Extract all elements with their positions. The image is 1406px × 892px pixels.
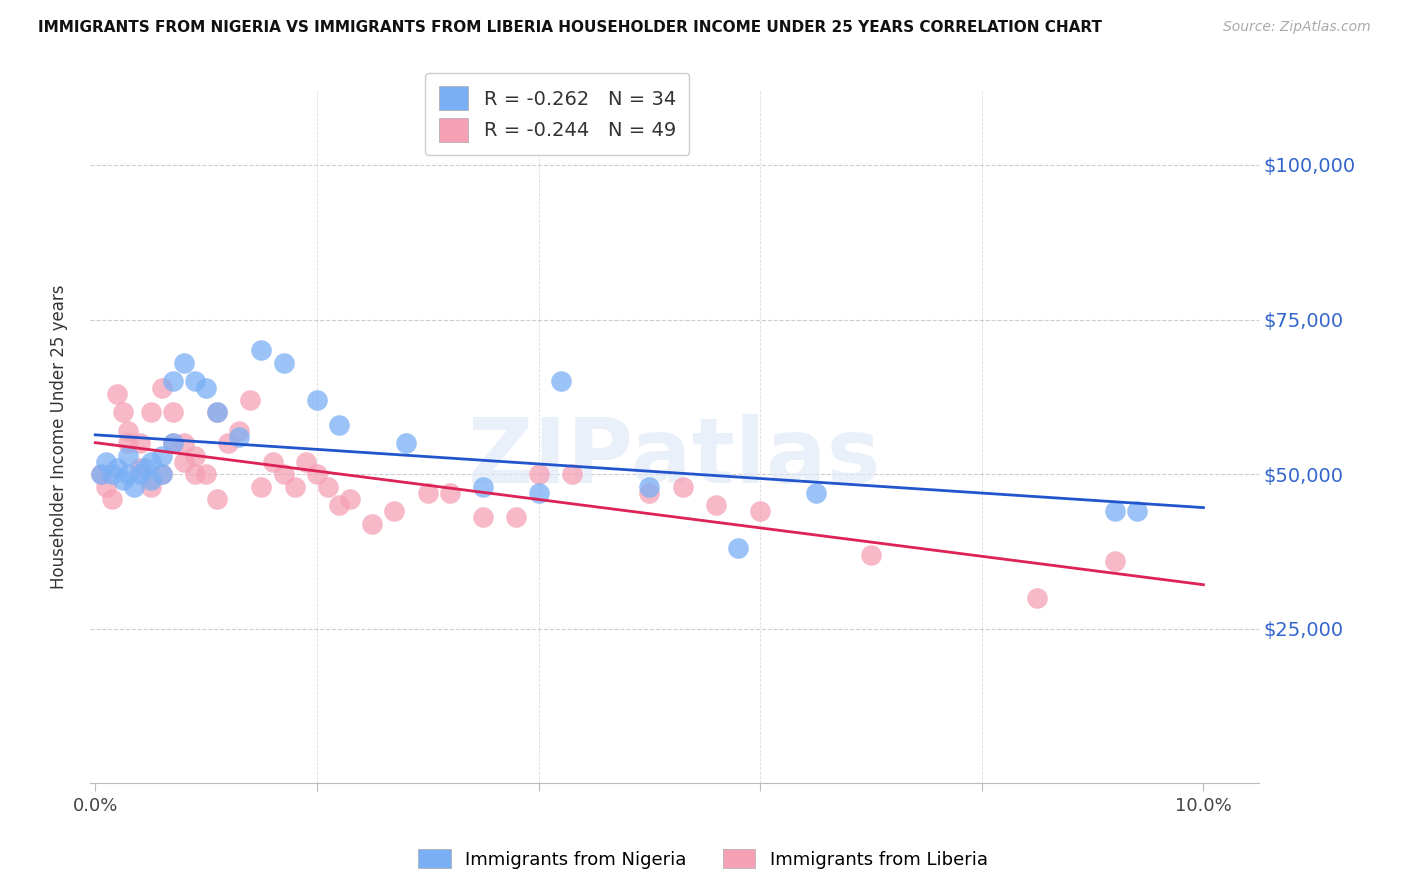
Point bbox=[527, 485, 550, 500]
Point bbox=[184, 375, 207, 389]
Point bbox=[139, 479, 162, 493]
Point bbox=[239, 392, 262, 407]
Point bbox=[105, 386, 128, 401]
Point bbox=[162, 405, 184, 419]
Point bbox=[638, 479, 661, 493]
Point bbox=[550, 375, 572, 389]
Point bbox=[305, 467, 328, 482]
Point bbox=[162, 436, 184, 450]
Point bbox=[205, 491, 228, 506]
Point bbox=[361, 516, 384, 531]
Legend: Immigrants from Nigeria, Immigrants from Liberia: Immigrants from Nigeria, Immigrants from… bbox=[411, 841, 995, 876]
Point bbox=[111, 473, 134, 487]
Text: Source: ZipAtlas.com: Source: ZipAtlas.com bbox=[1223, 20, 1371, 34]
Point bbox=[316, 479, 339, 493]
Point bbox=[328, 498, 350, 512]
Point bbox=[117, 449, 139, 463]
Point bbox=[749, 504, 772, 518]
Point bbox=[505, 510, 527, 524]
Point bbox=[1104, 504, 1126, 518]
Point bbox=[173, 356, 195, 370]
Point bbox=[128, 461, 150, 475]
Point bbox=[228, 424, 250, 438]
Point bbox=[184, 467, 207, 482]
Point bbox=[101, 467, 124, 482]
Point bbox=[273, 356, 295, 370]
Point bbox=[638, 485, 661, 500]
Point bbox=[184, 449, 207, 463]
Point bbox=[859, 548, 882, 562]
Text: ZIPatlas: ZIPatlas bbox=[468, 414, 880, 502]
Point bbox=[162, 436, 184, 450]
Point bbox=[217, 436, 239, 450]
Point bbox=[704, 498, 727, 512]
Point bbox=[111, 405, 134, 419]
Point bbox=[101, 491, 124, 506]
Text: IMMIGRANTS FROM NIGERIA VS IMMIGRANTS FROM LIBERIA HOUSEHOLDER INCOME UNDER 25 Y: IMMIGRANTS FROM NIGERIA VS IMMIGRANTS FR… bbox=[38, 20, 1102, 35]
Point bbox=[122, 479, 145, 493]
Point bbox=[472, 479, 495, 493]
Point bbox=[90, 467, 112, 482]
Point bbox=[1104, 554, 1126, 568]
Point bbox=[228, 430, 250, 444]
Point bbox=[173, 455, 195, 469]
Point bbox=[284, 479, 307, 493]
Point bbox=[250, 479, 273, 493]
Point bbox=[90, 467, 112, 482]
Point bbox=[804, 485, 827, 500]
Point bbox=[250, 343, 273, 358]
Y-axis label: Householder Income Under 25 years: Householder Income Under 25 years bbox=[51, 285, 67, 590]
Point bbox=[328, 417, 350, 432]
Point bbox=[273, 467, 295, 482]
Point bbox=[128, 436, 150, 450]
Point bbox=[195, 467, 218, 482]
Point bbox=[139, 405, 162, 419]
Point bbox=[150, 467, 173, 482]
Point bbox=[173, 436, 195, 450]
Point bbox=[561, 467, 583, 482]
Legend: R = -0.262   N = 34, R = -0.244   N = 49: R = -0.262 N = 34, R = -0.244 N = 49 bbox=[425, 73, 689, 155]
Point bbox=[96, 479, 118, 493]
Point bbox=[305, 392, 328, 407]
Point bbox=[128, 467, 150, 482]
Point bbox=[527, 467, 550, 482]
Point bbox=[162, 375, 184, 389]
Point bbox=[134, 461, 156, 475]
Point bbox=[205, 405, 228, 419]
Point bbox=[117, 436, 139, 450]
Point bbox=[150, 449, 173, 463]
Point bbox=[96, 455, 118, 469]
Point bbox=[472, 510, 495, 524]
Point bbox=[117, 467, 139, 482]
Point bbox=[339, 491, 361, 506]
Point bbox=[439, 485, 461, 500]
Point bbox=[117, 424, 139, 438]
Point bbox=[139, 473, 162, 487]
Point bbox=[195, 381, 218, 395]
Point bbox=[262, 455, 284, 469]
Point bbox=[1126, 504, 1149, 518]
Point bbox=[294, 455, 316, 469]
Point bbox=[139, 455, 162, 469]
Point bbox=[150, 381, 173, 395]
Point bbox=[205, 405, 228, 419]
Point bbox=[394, 436, 416, 450]
Point bbox=[150, 467, 173, 482]
Point bbox=[671, 479, 693, 493]
Point bbox=[384, 504, 406, 518]
Point bbox=[416, 485, 439, 500]
Point bbox=[105, 461, 128, 475]
Point bbox=[1026, 591, 1049, 605]
Point bbox=[727, 541, 749, 556]
